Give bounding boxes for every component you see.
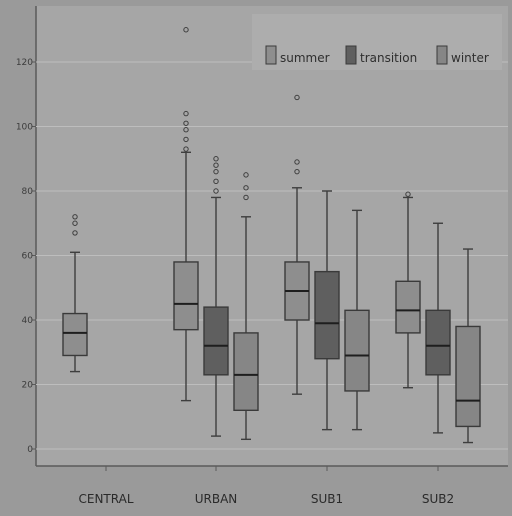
outlier-point	[213, 178, 219, 185]
outlier-point	[183, 127, 189, 133]
box-iqr	[455, 325, 481, 428]
outlier-point	[294, 159, 300, 165]
box-iqr	[173, 261, 199, 331]
box-urban-summer	[173, 27, 199, 402]
box-sub1-summer	[284, 94, 310, 395]
outlier-point	[183, 110, 189, 117]
x-axis-ticks: CENTRAL URBAN SUB1 SUB2	[78, 466, 454, 506]
box-sub2-transition	[425, 222, 451, 434]
legend-swatch-winter	[436, 45, 448, 65]
x-tick-label: URBAN	[195, 492, 238, 506]
box-iqr	[344, 309, 370, 392]
box-urban-winter	[233, 172, 259, 441]
outlier-point	[243, 185, 249, 191]
box-iqr	[425, 309, 451, 376]
box-sub2-winter	[455, 248, 481, 444]
y-axis-ticks: 0 20 40 60 80 100 120	[16, 58, 36, 455]
outlier-point	[72, 214, 78, 220]
outlier-point	[183, 27, 189, 33]
outlier-point	[72, 230, 78, 236]
box-sub2-summer	[395, 191, 421, 389]
legend-label-transition: transition	[360, 51, 417, 65]
box-iqr	[314, 270, 340, 360]
y-tick-label: 80	[22, 187, 34, 197]
box-iqr	[62, 312, 88, 357]
box-iqr	[395, 280, 421, 334]
legend-swatch-transition	[345, 45, 357, 65]
legend-label-winter: winter	[451, 51, 489, 65]
outlier-point	[183, 136, 189, 143]
legend-background	[252, 14, 502, 70]
y-tick-label: 0	[27, 445, 33, 455]
outlier-point	[294, 168, 300, 175]
x-tick-label: CENTRAL	[78, 492, 133, 506]
outlier-point	[72, 220, 78, 226]
box-sub1-transition	[314, 190, 340, 431]
box-iqr	[203, 306, 229, 376]
outlier-point	[183, 146, 189, 152]
y-tick-label: 60	[22, 252, 34, 262]
x-tick-label: SUB1	[311, 492, 343, 506]
outlier-point	[183, 120, 189, 126]
outlier-point	[213, 168, 219, 175]
legend-label-summer: summer	[280, 51, 330, 65]
box-iqr	[233, 332, 259, 411]
y-tick-label: 120	[16, 58, 33, 68]
legend-swatch-summer	[265, 45, 277, 65]
x-tick-label: SUB2	[422, 492, 454, 506]
plot-panel	[36, 6, 508, 466]
y-tick-label: 40	[22, 316, 34, 326]
y-tick-label: 20	[22, 381, 34, 391]
outlier-point	[294, 94, 300, 101]
outlier-point	[243, 172, 249, 178]
y-tick-label: 100	[16, 123, 33, 133]
legend: summer transition winter	[252, 14, 502, 70]
outlier-point	[213, 162, 219, 168]
box-sub1-winter	[344, 209, 370, 431]
box-group	[62, 27, 481, 444]
outlier-point	[213, 156, 219, 162]
box-central-summer	[62, 214, 88, 373]
outlier-point	[213, 188, 219, 194]
box-urban-transition	[203, 156, 229, 437]
outlier-point	[405, 191, 411, 197]
outlier-point	[243, 194, 249, 201]
